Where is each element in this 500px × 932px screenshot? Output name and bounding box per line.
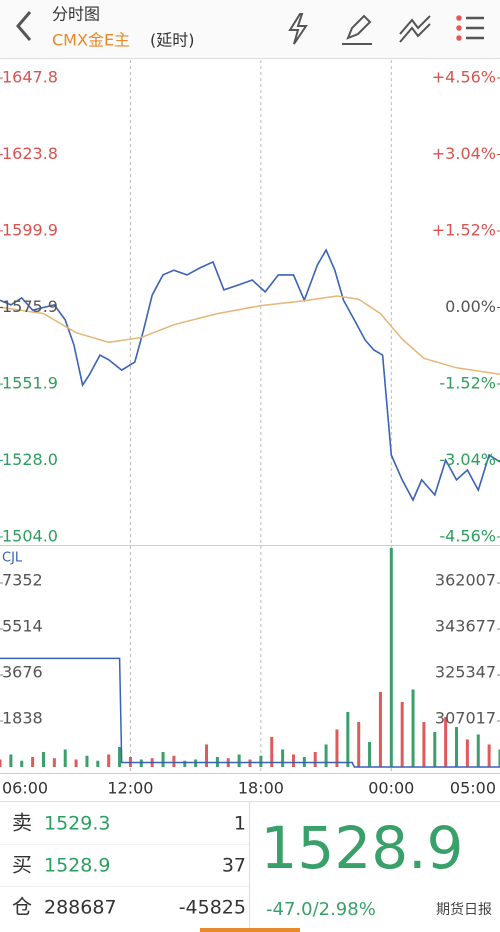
x-tick-label: 05:00: [450, 779, 496, 798]
volume-bar: [96, 760, 100, 767]
y2-tick-label: +1.52%: [432, 221, 496, 240]
quote-qty: -45825: [179, 897, 246, 919]
menu-icon[interactable]: [456, 15, 485, 41]
symbol: CMX金E主: [52, 31, 130, 50]
y2-tick-label: -1.52%: [439, 374, 496, 393]
back-button[interactable]: [16, 11, 32, 41]
volume-bar: [281, 749, 285, 767]
watermark: 期货日报: [436, 901, 492, 918]
quote-price: 1529.3: [44, 813, 110, 835]
y-tick-label: 1504.0: [2, 527, 58, 546]
volume-bar: [107, 754, 111, 767]
volume-bar: [455, 726, 459, 767]
x-tick-label: 18:00: [238, 779, 284, 798]
y-tick-label: 1838: [2, 708, 43, 727]
y-tick-label: 1528.0: [2, 450, 58, 469]
flash-icon[interactable]: [288, 13, 308, 45]
volume-bar: [433, 731, 437, 767]
y-tick-label: 5514: [2, 616, 43, 635]
y2-tick-label: 362007: [435, 571, 496, 590]
quote-price: 288687: [44, 897, 117, 919]
volume-bar: [291, 754, 295, 767]
price-line: [0, 248, 500, 502]
y2-tick-label: -4.56%: [439, 527, 496, 546]
volume-bar: [498, 749, 500, 767]
volume-bar: [476, 734, 480, 767]
volume-bar: [20, 760, 24, 767]
volume-bar: [346, 711, 350, 767]
volume-bar: [9, 754, 13, 767]
y-tick-label: 3676: [2, 662, 43, 681]
quote-qty: 1: [234, 813, 246, 835]
y2-tick-label: +3.04%: [432, 144, 496, 163]
y2-tick-label: -3.04%: [439, 450, 496, 469]
volume-bar: [324, 744, 328, 767]
volume-bar: [118, 746, 122, 767]
y-tick-label: 1599.9: [2, 220, 58, 239]
volume-title: CJL: [2, 551, 23, 566]
volume-bar: [0, 759, 2, 767]
y-tick-label: 1623.8: [2, 144, 58, 163]
delay-note: (延时): [150, 31, 195, 50]
y-tick-label: 1575.9: [2, 297, 58, 316]
volume-bar: [161, 751, 165, 767]
x-tick-label: 00:00: [368, 779, 414, 798]
volume-bar: [270, 736, 274, 767]
quote-label: 买: [12, 853, 32, 877]
volume-bar: [422, 721, 426, 767]
y2-tick-label: 325347: [435, 663, 496, 682]
volume-bar: [465, 739, 469, 767]
volume-bar: [63, 749, 67, 767]
y2-tick-label: +4.56%: [432, 68, 496, 87]
volume-bar: [487, 744, 491, 767]
volume-bar: [41, 751, 45, 767]
volume-bar: [368, 741, 372, 767]
y-tick-label: 1647.8: [2, 68, 58, 87]
volume-bar: [378, 691, 382, 767]
home-indicator: [200, 928, 300, 932]
price-change: -47.0/2.98%: [266, 899, 376, 920]
quote-label: 仓: [12, 895, 32, 919]
volume-bar: [259, 755, 263, 767]
volume-bar: [400, 701, 404, 767]
volume-bar: [237, 754, 241, 767]
y-tick-label: 1551.9: [2, 374, 58, 393]
volume-bar: [335, 729, 339, 767]
volume-bar: [31, 756, 35, 767]
average-line: [0, 295, 500, 375]
quote-price: 1528.9: [44, 855, 110, 877]
y2-tick-label: 307017: [435, 709, 496, 728]
volume-bar: [183, 760, 187, 767]
volume-bar: [313, 751, 317, 767]
open-interest-line: [0, 657, 500, 768]
volume-bar: [411, 689, 415, 767]
x-tick-label: 06:00: [2, 779, 48, 798]
volume-bar: [389, 548, 393, 767]
volume-bar: [172, 755, 176, 767]
x-tick-label: 12:00: [107, 779, 153, 798]
volume-bar: [52, 758, 56, 767]
volume-bar: [74, 759, 78, 767]
quote-label: 卖: [12, 811, 32, 835]
indicator-icon[interactable]: [399, 15, 431, 43]
last-price: 1528.9: [261, 814, 464, 882]
y2-tick-label: 343677: [435, 617, 496, 636]
y-tick-label: 7352: [2, 570, 43, 589]
volume-bar: [85, 755, 89, 767]
volume-bar: [205, 744, 209, 767]
volume-bar: [444, 716, 448, 767]
y2-tick-label: 0.00%: [445, 297, 496, 316]
toolbar: [0, 0, 500, 58]
page-title: 分时图: [52, 5, 100, 24]
quote-qty: 37: [222, 855, 246, 877]
volume-bar: [357, 721, 361, 767]
draw-icon[interactable]: [342, 14, 372, 45]
